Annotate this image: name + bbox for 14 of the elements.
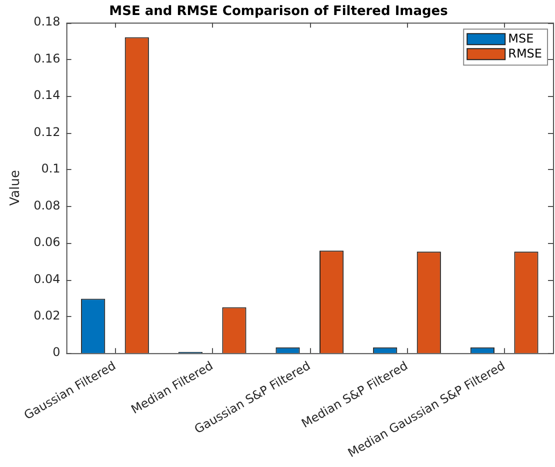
y-tick-label: 0.14 xyxy=(34,88,60,102)
y-tick-label: 0.18 xyxy=(34,14,60,29)
legend-label: RMSE xyxy=(508,46,542,61)
chart-title: MSE and RMSE Comparison of Filtered Images xyxy=(109,4,448,20)
y-tick-label: 0.16 xyxy=(34,51,60,66)
y-tick-label: 0.1 xyxy=(41,162,60,176)
y-tick-label: 0.02 xyxy=(34,308,60,323)
y-tick-label: 0.06 xyxy=(34,235,60,250)
y-tick-label: 0 xyxy=(52,345,60,360)
y-tick-label: 0.08 xyxy=(34,198,60,212)
legend-label: MSE xyxy=(508,32,534,46)
y-tick-label: 0.12 xyxy=(34,124,60,139)
y-axis-title: Value xyxy=(8,170,24,206)
y-tick-label: 0.04 xyxy=(34,272,60,286)
